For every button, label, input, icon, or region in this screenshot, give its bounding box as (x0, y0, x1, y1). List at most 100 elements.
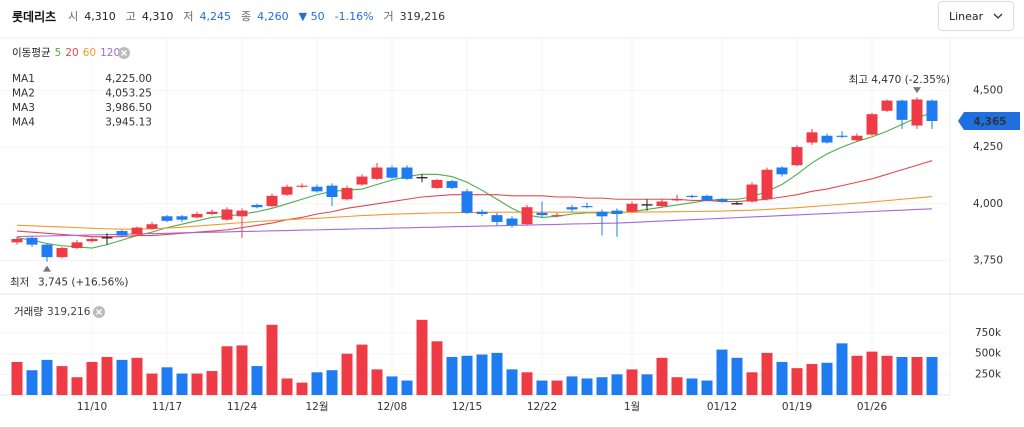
volume-bar (881, 355, 893, 395)
volume-bar (161, 367, 173, 395)
volume-bar (701, 380, 713, 395)
ma-line (16, 208, 933, 238)
volume-bar (431, 341, 443, 395)
quote-value: 4,245 (199, 9, 232, 23)
remove-icon-x (96, 309, 102, 315)
volume-bar (671, 377, 683, 395)
volume-bar (206, 371, 218, 395)
low-marker (43, 265, 51, 272)
volume-bar (821, 362, 833, 395)
candle-body (671, 199, 683, 201)
price-badge (958, 111, 1020, 130)
candle-body (311, 186, 323, 192)
x-tick-label: 12월 (305, 401, 328, 413)
x-tick-label: 11/10 (77, 401, 107, 413)
ma-legend-value: 4,225.00 (105, 73, 152, 85)
volume-bar (311, 372, 323, 395)
volume-bar (551, 380, 563, 395)
ma-period: 60 (83, 47, 96, 59)
candle-body (146, 224, 158, 229)
candle-body (851, 135, 863, 141)
scale-dropdown[interactable]: Linear (938, 1, 1014, 31)
volume-bar (146, 373, 158, 395)
volume-bar (626, 369, 638, 395)
ma-legend-name: MA2 (12, 88, 35, 100)
volume-bar (566, 376, 578, 395)
ma-legend-name: MA4 (12, 117, 35, 129)
volume-bar (836, 343, 848, 395)
volume-bar (521, 372, 533, 395)
candle-body (161, 216, 173, 221)
low-marker-label: 최저 (10, 277, 29, 289)
quote-value: 4,310 (84, 9, 116, 23)
ma-period: 20 (65, 47, 78, 59)
candle-body (911, 99, 923, 126)
volume-bar (731, 357, 743, 395)
volume-bar (506, 369, 518, 395)
x-tick-label: 11/24 (227, 401, 258, 413)
volume-bar (86, 361, 98, 395)
candle-body (281, 186, 293, 195)
volume-bar (176, 373, 188, 395)
volume-bar (221, 346, 233, 395)
volume-bar (56, 366, 68, 395)
candle-body (611, 210, 623, 215)
high-marker-text: 4,470 (-2.35%) (871, 74, 950, 86)
candle-body (806, 132, 818, 143)
volume-bar (251, 366, 263, 395)
candle-body (866, 114, 878, 135)
candle-body (251, 204, 263, 208)
x-tick-label: 01/26 (857, 401, 888, 413)
candle-body (716, 199, 728, 202)
volume-bar (491, 352, 503, 395)
ma-legend-value: 3,986.50 (105, 102, 152, 114)
y-tick-label: 3,750 (973, 255, 1003, 267)
candle-body (371, 167, 383, 179)
candle-body (116, 231, 128, 236)
y-tick-label: 750k (975, 327, 1002, 339)
ma-legend-value: 4,053.25 (105, 88, 152, 100)
volume-bar (266, 324, 278, 395)
low-marker-text: 3,745 (+16.56%) (38, 277, 128, 289)
ma-period: 5 (55, 47, 62, 59)
ma-legend-name: MA3 (12, 102, 35, 114)
y-tick-label: 4,500 (973, 84, 1003, 96)
volume-bar (386, 376, 398, 395)
candle-body (701, 195, 713, 201)
candle-body (926, 100, 938, 121)
volume-bar (866, 351, 878, 395)
candle-body (461, 191, 473, 213)
volume-current: 319,216 (47, 306, 91, 318)
quote-label: 시 (68, 10, 79, 23)
volume-bar (341, 353, 353, 395)
volume-bar (581, 378, 593, 395)
candle-body (221, 209, 233, 220)
volume-bar (236, 345, 248, 395)
ma-legend-value: 3,945.13 (105, 117, 152, 129)
candle-body (11, 238, 23, 243)
x-tick-label: 12/08 (377, 401, 407, 413)
candle-body (791, 147, 803, 166)
quote-label: 고 (125, 10, 136, 23)
volume-value: 319,216 (399, 9, 446, 23)
candle-body (521, 207, 533, 225)
volume-bar (461, 355, 473, 395)
high-marker (913, 87, 921, 94)
candle-body (266, 195, 278, 207)
volume-bar (416, 319, 428, 395)
candle-body (401, 167, 413, 179)
volume-title: 거래량 319,216 (14, 306, 91, 318)
volume-title-text: 거래량 (14, 306, 43, 318)
volume-bar (356, 344, 368, 395)
candle-body (41, 244, 53, 258)
volume-bar (371, 369, 383, 395)
candle-body (476, 211, 488, 215)
candle-body (341, 187, 353, 200)
volume-bar (536, 380, 548, 395)
candle-body (776, 167, 788, 175)
volume-bar (446, 357, 458, 395)
volume-bar (71, 377, 83, 395)
candle-body (491, 215, 503, 222)
volume-bar (326, 370, 338, 395)
